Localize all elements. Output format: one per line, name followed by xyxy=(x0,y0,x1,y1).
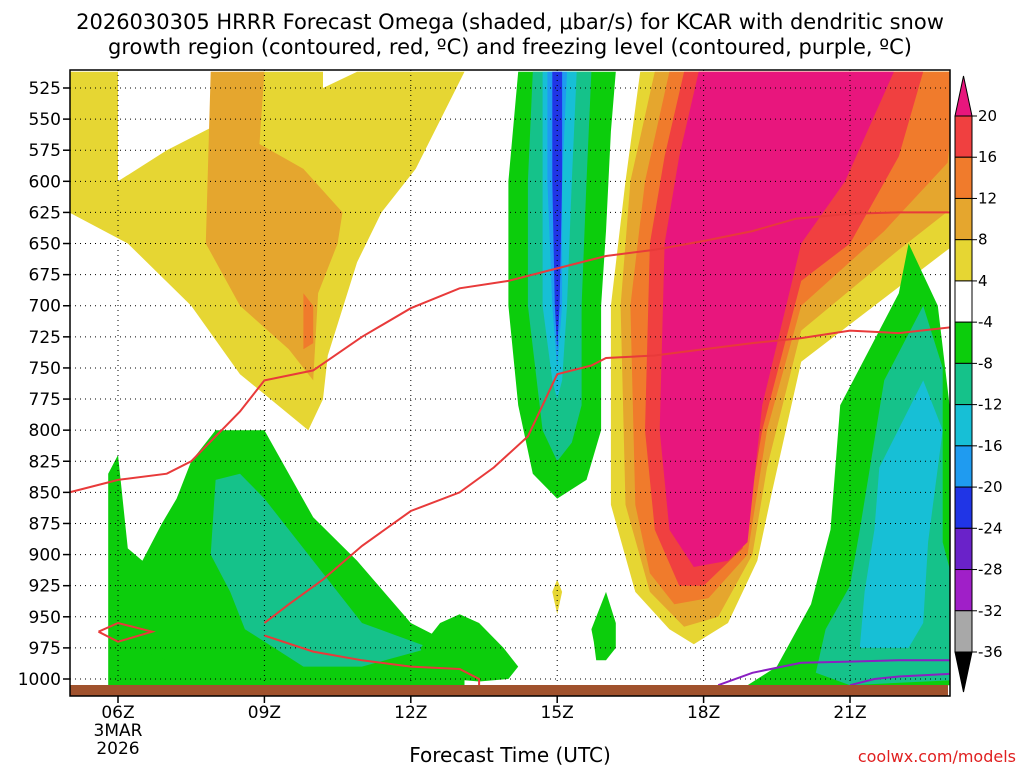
y-tick-label: 1000 xyxy=(18,670,61,690)
y-tick-label: 700 xyxy=(29,297,61,317)
y-tick-label: 675 xyxy=(29,266,61,286)
colorbar-bin xyxy=(954,404,973,447)
colorbar-bin xyxy=(954,527,973,571)
plot-frame xyxy=(69,69,951,697)
colorbar-label: -12 xyxy=(978,396,1003,414)
colorbar-bin xyxy=(954,321,973,364)
colorbar-bin xyxy=(954,280,973,323)
y-tick-label: 925 xyxy=(29,577,61,597)
y-tick-label: 600 xyxy=(29,172,61,192)
y-tick-label: 850 xyxy=(29,483,61,503)
colorbar-label: -16 xyxy=(978,437,1003,455)
contour-lines-layer xyxy=(70,211,950,688)
colorbar-bin xyxy=(954,362,973,406)
x-tick-label: 06Z xyxy=(101,703,134,723)
dgz-contour-1 xyxy=(263,326,950,624)
colorbar-label: 20 xyxy=(978,107,997,125)
y-tick-label: 900 xyxy=(29,546,61,566)
freezing-level-contour-0 xyxy=(717,659,950,687)
x-tick-label: 12Z xyxy=(394,703,427,723)
colorbar-bin xyxy=(954,239,973,282)
colorbar-bin xyxy=(954,197,973,241)
colorbar-label: -24 xyxy=(978,519,1003,537)
colorbar-top-arrow xyxy=(954,75,973,117)
y-tick-label: 725 xyxy=(29,328,61,348)
colorbar-label: 16 xyxy=(978,148,997,166)
chart-title-line-2: growth region (contoured, red, ºC) and f… xyxy=(108,35,912,59)
colorbar-label: 12 xyxy=(978,189,997,207)
colorbar-bin xyxy=(954,115,973,158)
credit-link[interactable]: coolwx.com/models xyxy=(858,747,1016,766)
x-tick-label: 18Z xyxy=(687,703,720,723)
colorbar-bottom-arrow xyxy=(954,651,973,693)
x-tick-date: 3MAR xyxy=(94,721,143,741)
y-tick-label: 800 xyxy=(29,421,61,441)
dgz-contour-0 xyxy=(70,211,950,494)
colorbar-bin xyxy=(954,156,973,199)
colorbar-label: -4 xyxy=(978,313,993,331)
colorbar-label: -36 xyxy=(978,643,1003,661)
y-tick-label: 825 xyxy=(29,452,61,472)
omega-region-17 xyxy=(420,614,519,682)
colorbar-label: 4 xyxy=(978,272,988,290)
terrain-ground-bar xyxy=(70,685,948,696)
colorbar-label: 8 xyxy=(978,231,988,249)
omega-region-15 xyxy=(210,473,431,667)
colorbar-bin xyxy=(954,445,973,488)
x-tick-label: 15Z xyxy=(541,703,574,723)
y-tick-label: 575 xyxy=(29,141,61,161)
colorbar-bin xyxy=(954,569,973,612)
y-tick-label: 650 xyxy=(29,235,61,255)
colorbar-bin xyxy=(954,610,973,653)
colorbar-label: -32 xyxy=(978,602,1003,620)
x-tick-label: 21Z xyxy=(833,703,866,723)
y-tick-label: 975 xyxy=(29,639,61,659)
x-tick-year: 2026 xyxy=(96,739,139,759)
grid-layer xyxy=(70,70,950,696)
freezing-level-contour-1 xyxy=(849,672,950,687)
colorbar-bin xyxy=(954,486,973,529)
y-tick-label: 525 xyxy=(29,79,61,99)
y-tick-label: 875 xyxy=(29,514,61,534)
x-tick-label: 09Z xyxy=(248,703,281,723)
pressure-axis: 525 550 575 600 625 650 675 700 725 750 775 800 825 8… xyxy=(18,79,70,690)
dgz-contour-2 xyxy=(264,634,481,688)
x-axis-label: Forecast Time (UTC) xyxy=(409,743,611,767)
colorbar-label: -8 xyxy=(978,354,993,372)
omega-shading-layer xyxy=(70,71,950,686)
omega-region-18 xyxy=(591,591,616,661)
omega-region-21 xyxy=(859,380,943,648)
omega-region-8 xyxy=(552,579,563,615)
colorbar-label: -20 xyxy=(978,478,1003,496)
y-tick-label: 550 xyxy=(29,110,61,130)
y-tick-label: 950 xyxy=(29,608,61,628)
dgz-contour-3 xyxy=(98,621,156,643)
y-tick-label: 750 xyxy=(29,359,61,379)
colorbar: 20 16 12 8 4 -4 -8 -12 -16 -20 -24 -28 -32 -36 xyxy=(954,75,1003,693)
y-tick-label: 775 xyxy=(29,390,61,410)
omega-region-2 xyxy=(303,293,314,350)
y-tick-label: 625 xyxy=(29,203,61,223)
omega-region-7 xyxy=(659,71,894,568)
chart-title-line-1: 2026030305 HRRR Forecast Omega (shaded, … xyxy=(76,10,944,34)
colorbar-label: -28 xyxy=(978,561,1003,579)
